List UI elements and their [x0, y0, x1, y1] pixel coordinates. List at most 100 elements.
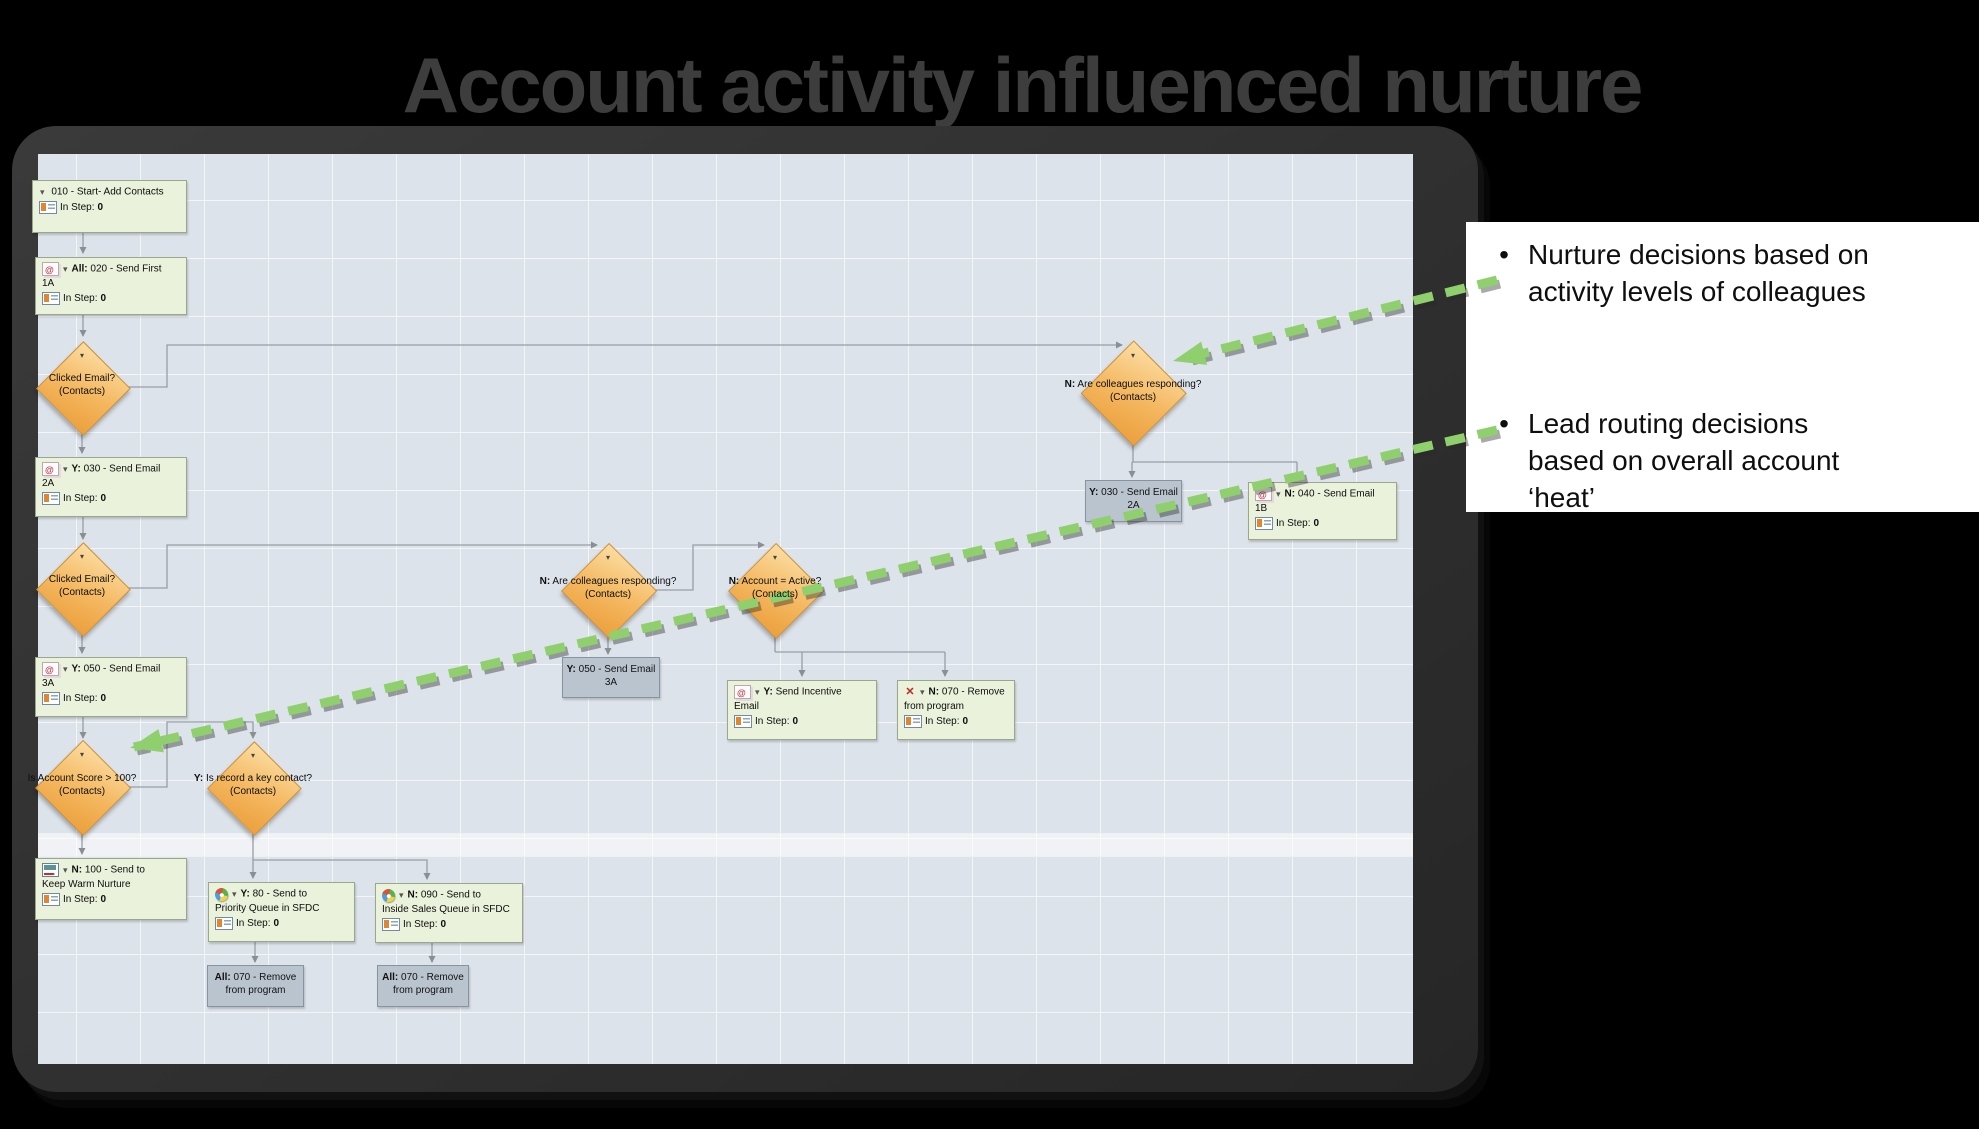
decision-label: Is Account Score > 100?	[27, 773, 137, 784]
program-icon	[42, 863, 59, 877]
dropdown-caret-icon[interactable]: ▾	[63, 264, 68, 274]
dropdown-caret-icon[interactable]: ▾	[63, 865, 68, 875]
in-step-label: In Step:	[60, 201, 95, 213]
step-030-send-email-2a[interactable]: ▾Y: 030 - Send Email 2A In Step:0	[35, 457, 187, 517]
in-step-count: 0	[100, 692, 107, 704]
step-title-line2: 3A	[42, 677, 55, 689]
crm-icon	[380, 886, 397, 904]
step-050-send-email-3a[interactable]: ▾Y: 050 - Send Email 3A In Step:0	[35, 657, 187, 717]
decision-scope: (Contacts)	[1109, 391, 1157, 403]
dropdown-caret-icon[interactable]: ▾	[1130, 351, 1136, 360]
dropdown-caret-icon[interactable]: ▾	[399, 890, 404, 900]
in-step-label: In Step:	[63, 692, 98, 704]
dropdown-caret-icon[interactable]: ▾	[920, 687, 925, 697]
step-010-start-add-contacts[interactable]: ▾ 010 - Start- Add Contacts In Step: 0	[32, 180, 187, 233]
in-step-count: 0	[100, 492, 107, 504]
decision-label: Clicked Email?	[48, 574, 116, 585]
dropdown-caret-icon[interactable]: ▾	[605, 553, 611, 562]
step-title-line2: Inside Sales Queue in SFDC	[382, 903, 510, 915]
step-title: 010 - Start- Add Contacts	[51, 186, 164, 198]
email-icon	[42, 262, 59, 277]
branch-prefix: N:	[407, 889, 419, 901]
dropdown-caret-icon[interactable]: ▾	[63, 464, 68, 474]
canvas-section-divider	[38, 833, 1413, 857]
dropdown-caret-icon[interactable]: ▾	[755, 687, 760, 697]
decision-clicked-email-1[interactable]: ▾ Clicked Email? (Contacts)	[35, 340, 131, 436]
contact-card-icon	[39, 200, 57, 214]
decision-scope: (Contacts)	[751, 588, 799, 600]
annotation-box: • Nurture decisions based on activity lev…	[1466, 222, 1979, 513]
step-050-send-email-3a-gray[interactable]: Y: 050 - Send Email 3A	[562, 657, 660, 698]
annotation-bullet-1: • Nurture decisions based on activity lev…	[1480, 236, 1968, 310]
in-step-label: In Step:	[403, 918, 438, 930]
step-title: 040 - Send Email	[1297, 488, 1375, 500]
branch-prefix: N:	[1284, 488, 1296, 500]
in-step-label: In Step:	[755, 715, 790, 727]
dropdown-caret-icon[interactable]: ▾	[79, 552, 85, 561]
step-070-remove-from-program[interactable]: ✕ ▾ N: 070 - Remove from program In Step: 0	[897, 680, 1015, 740]
step-send-incentive-email[interactable]: ▾Y: Send Incentive Email In Step:0	[727, 680, 877, 740]
step-020-send-first-1a[interactable]: ▾All: 020 - Send First 1A In Step:0	[35, 257, 187, 315]
in-step-count: 0	[97, 201, 104, 213]
decision-scope: (Contacts)	[58, 586, 106, 598]
branch-prefix: All:	[71, 263, 88, 275]
step-title: 090 - Send to	[420, 889, 481, 901]
in-step-count: 0	[273, 917, 280, 929]
decision-scope: (Contacts)	[58, 385, 106, 397]
step-title: 050 - Send Email	[83, 663, 161, 675]
step-040-send-email-1b[interactable]: ▾N: 040 - Send Email 1B In Step:0	[1248, 482, 1397, 540]
step-title: Send Incentive	[775, 686, 842, 698]
step-090-send-inside-sales-queue-sfdc[interactable]: ▾ N: 090 - Send to Inside Sales Queue in …	[375, 883, 523, 943]
decision-colleagues-responding-mid[interactable]: ▾ N: Are colleagues responding? (Contacts…	[540, 542, 676, 640]
branch-prefix: N:	[71, 864, 83, 876]
email-icon	[42, 662, 59, 677]
decision-account-active[interactable]: ▾ N: Account = Active? (Contacts)	[727, 542, 825, 640]
contact-card-icon	[42, 892, 60, 906]
branch-prefix: Y:	[71, 463, 81, 475]
branch-prefix: N:	[928, 686, 940, 698]
dropdown-caret-icon[interactable]: ▾	[79, 750, 85, 759]
step-070-remove-from-program-gray-2[interactable]: All: 070 - Remove from program	[377, 965, 469, 1007]
decision-scope: (Contacts)	[58, 785, 106, 797]
step-030-send-email-2a-gray[interactable]: Y: 030 - Send Email 2A	[1085, 480, 1182, 522]
dropdown-caret-icon[interactable]: ▾	[772, 553, 778, 562]
contact-card-icon	[1255, 516, 1273, 530]
decision-colleagues-responding-top[interactable]: ▾ N: Are colleagues responding? (Contacts…	[1065, 340, 1201, 448]
email-icon	[1255, 487, 1272, 502]
step-100-send-keep-warm-nurture[interactable]: ▾ N: 100 - Send to Keep Warm Nurture In S…	[35, 858, 187, 920]
in-step-label: In Step:	[63, 492, 98, 504]
contact-card-icon	[904, 714, 922, 728]
decision-label: Are colleagues responding?	[552, 576, 677, 587]
decision-scope: (Contacts)	[229, 785, 277, 797]
step-title: 030 - Send Email	[83, 463, 161, 475]
decision-account-score-100[interactable]: ▾ Is Account Score > 100? (Contacts)	[28, 739, 136, 837]
dropdown-caret-icon[interactable]: ▾	[79, 351, 85, 360]
branch-prefix: Y:	[763, 686, 773, 698]
remove-icon: ✕	[905, 686, 915, 698]
dropdown-caret-icon[interactable]: ▾	[250, 751, 256, 760]
dropdown-caret-icon[interactable]: ▾	[63, 664, 68, 674]
bullet-dot: •	[1499, 239, 1509, 270]
in-step-count: 0	[100, 292, 107, 304]
dropdown-caret-icon[interactable]: ▾	[40, 187, 45, 197]
decision-label: Is record a key contact?	[205, 773, 313, 784]
step-80-send-priority-queue-sfdc[interactable]: ▾ Y: 80 - Send to Priority Queue in SFDC …	[208, 882, 355, 942]
bullet-dot: •	[1499, 408, 1509, 439]
dropdown-caret-icon[interactable]: ▾	[232, 889, 237, 899]
branch-prefix: Y:	[71, 663, 81, 675]
step-title-line2: 2A	[42, 477, 55, 489]
decision-label: Account = Active?	[741, 576, 822, 587]
contact-card-icon	[42, 691, 60, 705]
email-icon	[42, 462, 59, 477]
decision-clicked-email-2[interactable]: ▾ Clicked Email? (Contacts)	[35, 541, 131, 637]
branch-prefix: Y:	[240, 888, 250, 900]
contact-card-icon	[42, 491, 60, 505]
in-step-count: 0	[100, 893, 107, 905]
step-070-remove-from-program-gray-1[interactable]: All: 070 - Remove from program	[207, 965, 304, 1007]
decision-label: Clicked Email?	[48, 373, 116, 384]
decision-key-contact[interactable]: ▾ Y: Is record a key contact? (Contacts)	[194, 740, 312, 836]
in-step-label: In Step:	[925, 715, 960, 727]
dropdown-caret-icon[interactable]: ▾	[1276, 489, 1281, 499]
email-icon	[734, 685, 751, 700]
